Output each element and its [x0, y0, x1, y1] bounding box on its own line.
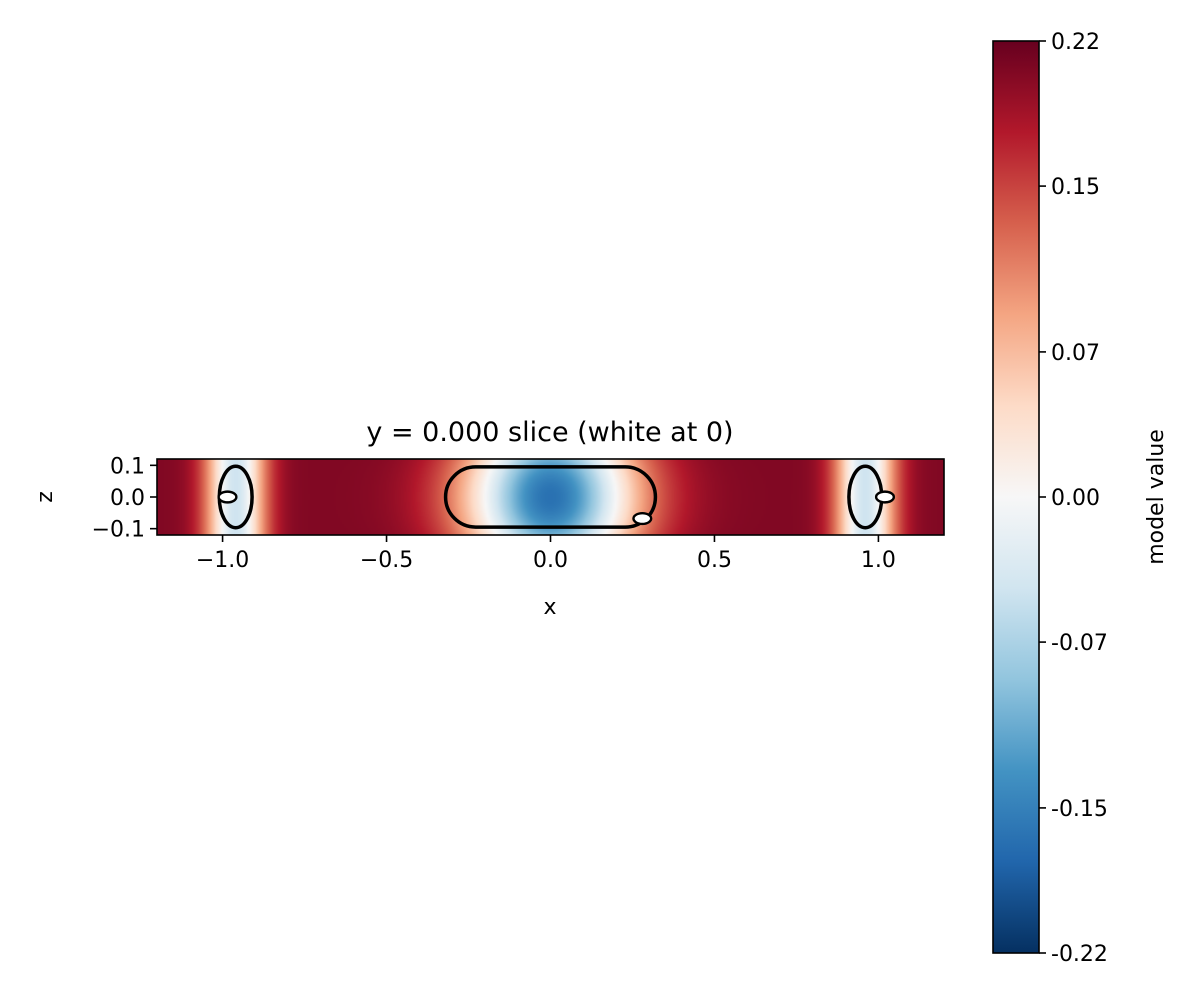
x-tick-label: −0.5 — [360, 548, 413, 573]
y-axis-label: z — [33, 491, 58, 503]
heatmap-image — [157, 459, 944, 535]
colorbar-tick-label: 0.15 — [1051, 175, 1100, 200]
colorbar-tick-label: -0.15 — [1051, 797, 1108, 822]
zero-contours — [217, 464, 896, 530]
colorbar-tick-label: -0.22 — [1051, 942, 1108, 967]
x-tick-label: 0.0 — [533, 548, 568, 573]
colorbar-label: model value — [1144, 429, 1169, 565]
colorbar-tick-label: 0.00 — [1051, 486, 1100, 511]
zero-contour — [217, 490, 238, 504]
zero-contour — [632, 511, 653, 526]
x-axis-label: x — [543, 595, 556, 620]
y-tick-label: 0.1 — [110, 454, 145, 479]
colorbar-tick-label: 0.22 — [1051, 30, 1100, 55]
zero-contour — [443, 465, 658, 529]
x-tick-label: 0.5 — [697, 548, 732, 573]
colorbar-body — [992, 40, 1040, 954]
x-ticks: −1.0 −0.5 0.0 0.5 1.0 — [196, 535, 896, 573]
colorbar: 0.22 0.15 0.07 0.00 -0.07 -0.15 -0.22 model va… — [992, 30, 1169, 967]
plot-area: −1.0 −0.5 0.0 0.5 1.0 0.1 0.0 −0.1 — [92, 454, 945, 573]
y-ticks: 0.1 0.0 −0.1 — [92, 454, 157, 543]
zero-contour — [874, 490, 896, 504]
colorbar-ticks: 0.22 0.15 0.07 0.00 -0.07 -0.15 -0.22 — [1039, 30, 1108, 967]
x-tick-label: 1.0 — [861, 548, 896, 573]
y-tick-label: 0.0 — [110, 486, 145, 511]
y-tick-label: −0.1 — [92, 518, 145, 543]
x-tick-label: −1.0 — [196, 548, 249, 573]
colorbar-tick-label: 0.07 — [1051, 341, 1100, 366]
chart-title: y = 0.000 slice (white at 0) — [366, 417, 733, 448]
colorbar-tick-label: -0.07 — [1051, 631, 1108, 656]
